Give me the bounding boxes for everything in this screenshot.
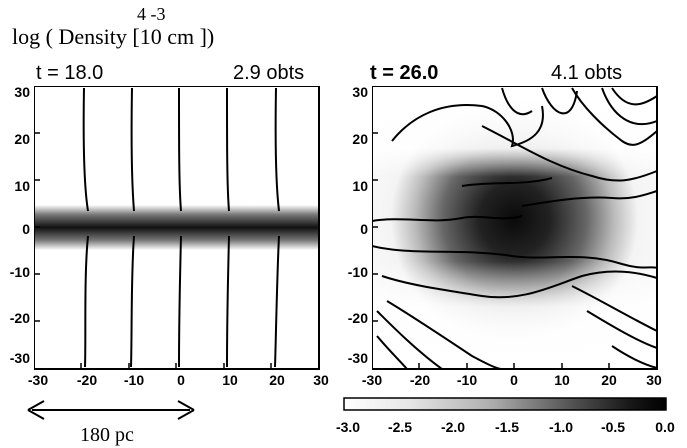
right-x-tick-m20: -20 — [409, 372, 431, 388]
right-y-tick-m20: -20 — [347, 310, 368, 326]
left-y-tick-m30: -30 — [9, 350, 30, 366]
right-x-tick-30: 30 — [646, 372, 662, 388]
colorbar-tick-7: 0.0 — [655, 419, 675, 435]
colorbar — [343, 397, 667, 411]
right-y-tick-0: 0 — [360, 221, 368, 237]
right-y-tick-20: 20 — [352, 131, 368, 147]
left-y-tick-m10: -10 — [9, 264, 30, 280]
left-density-plot — [34, 86, 320, 370]
colorbar-tick-3: -2.0 — [440, 419, 466, 435]
right-x-tick-m30: -30 — [361, 372, 383, 388]
right-density-plot — [372, 86, 658, 370]
left-y-tick-m20: -20 — [9, 310, 30, 326]
colorbar-tick-4: -1.5 — [494, 419, 520, 435]
left-x-tick-m10: -10 — [123, 372, 145, 388]
colorbar-tick-6: -0.5 — [600, 419, 626, 435]
left-x-tick-0: 0 — [177, 372, 185, 388]
left-panel-time: t = 18.0 — [36, 62, 104, 84]
left-panel-orbits: 2.9 obts — [233, 62, 305, 84]
left-x-tick-20: 20 — [269, 372, 285, 388]
left-y-tick-30: 30 — [14, 84, 30, 100]
right-x-tick-10: 10 — [554, 372, 570, 388]
right-y-tick-30: 30 — [352, 84, 368, 100]
left-x-tick-10: 10 — [222, 372, 238, 388]
colorbar-tick-1: -3.0 — [335, 419, 361, 435]
right-y-tick-m30: -30 — [347, 350, 368, 366]
left-x-tick-30: 30 — [313, 372, 329, 388]
title-exponent: 4 -3 — [137, 4, 166, 24]
right-y-tick-10: 10 — [352, 178, 368, 194]
scale-arrow — [27, 400, 195, 420]
right-x-tick-m10: -10 — [456, 372, 478, 388]
figure-title: log ( Density [10 cm ]) 4 -3 — [12, 4, 215, 49]
right-y-tick-m10: -10 — [347, 264, 368, 280]
right-panel-time: t = 26.0 — [370, 62, 439, 84]
colorbar-tick-5: -1.0 — [548, 419, 574, 435]
left-y-tick-0: 0 — [22, 221, 30, 237]
left-y-tick-20: 20 — [14, 131, 30, 147]
left-x-tick-m20: -20 — [76, 372, 98, 388]
colorbar-tick-2: -2.5 — [387, 419, 413, 435]
right-panel-orbits: 4.1 obts — [551, 62, 623, 84]
right-x-tick-20: 20 — [601, 372, 617, 388]
left-y-tick-10: 10 — [14, 178, 30, 194]
left-x-tick-m30: -30 — [27, 372, 49, 388]
scale-label: 180 pc — [80, 424, 134, 446]
right-x-tick-0: 0 — [510, 372, 518, 388]
